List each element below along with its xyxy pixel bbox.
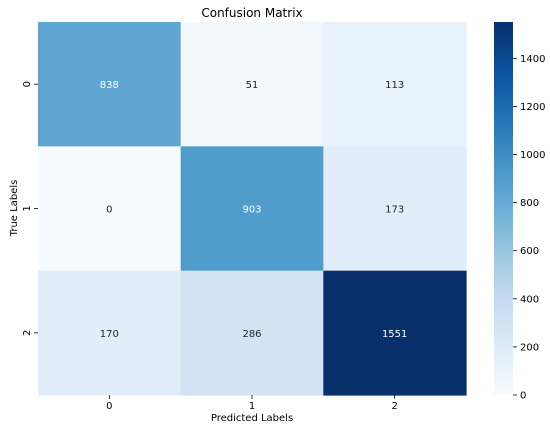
colorbar-tick-label: 1000 (520, 150, 545, 161)
heatmap-cell-0-2 (323, 22, 467, 147)
cell-value-label: 173 (385, 204, 404, 215)
colorbar: 0 200 400 600 800 1000 1200 1400 (494, 22, 545, 402)
cell-value-label: 113 (385, 80, 404, 91)
heatmap-cell-1-2 (323, 146, 467, 272)
cell-value-label: 0 (106, 204, 112, 215)
colorbar-gradient (494, 22, 513, 395)
x-tick-label: 2 (391, 401, 397, 412)
heatmap-cell-2-2 (323, 270, 467, 396)
y-tick-label: 2 (22, 330, 33, 336)
heatmap-cell-2-0 (38, 270, 182, 396)
x-tick-label: 1 (249, 401, 255, 412)
heatmap-cell-1-0 (38, 146, 182, 272)
colorbar-tick-label: 1200 (520, 102, 545, 113)
cell-value-label: 170 (100, 329, 119, 340)
cell-value-label: 51 (246, 80, 259, 91)
colorbar-tick-label: 0 (520, 391, 526, 402)
cell-value-label: 838 (100, 80, 119, 91)
y-tick-label: 0 (22, 81, 33, 87)
heatmap-cell-1-1 (180, 146, 324, 272)
heatmap-cell-0-1 (180, 22, 324, 147)
colorbar-tick-label: 800 (520, 198, 539, 209)
y-tick-label: 1 (22, 205, 33, 211)
heatmap-grid: 838 51 113 0 903 173 170 286 1551 0 1 2 0 1 2 (22, 22, 467, 412)
cell-value-label: 1551 (382, 329, 407, 340)
y-axis-label: True Labels (9, 180, 20, 238)
chart-title: Confusion Matrix (201, 6, 302, 20)
x-tick-label: 0 (106, 401, 112, 412)
colorbar-tick-label: 1400 (520, 54, 545, 65)
colorbar-tick-label: 400 (520, 294, 539, 305)
heatmap-cell-2-1 (180, 270, 324, 396)
colorbar-tick-label: 600 (520, 246, 539, 257)
heatmap-cell-0-0 (38, 22, 182, 147)
cell-value-label: 286 (242, 329, 261, 340)
colorbar-tick-label: 200 (520, 342, 539, 353)
x-axis-label: Predicted Labels (211, 413, 293, 424)
cell-value-label: 903 (242, 204, 261, 215)
